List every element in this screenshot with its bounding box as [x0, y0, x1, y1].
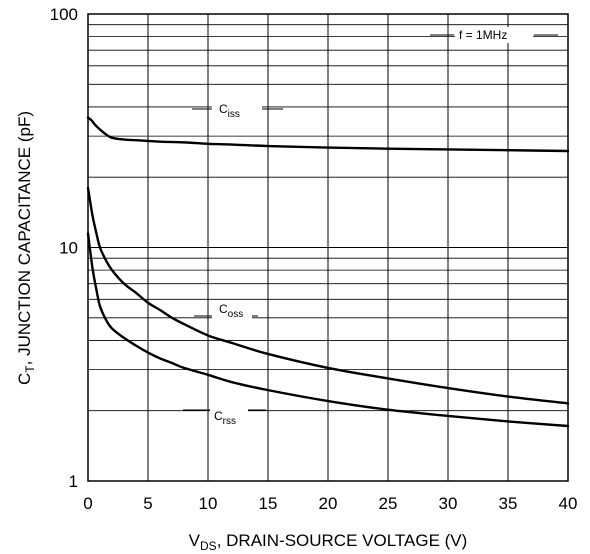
svg-text:Coss: Coss [219, 302, 243, 320]
y-tick-label: 1 [69, 472, 78, 491]
series-label-ciss: Ciss [192, 98, 283, 120]
svg-text:Crss: Crss [214, 409, 236, 427]
frequency-annotation: f = 1MHz [430, 27, 558, 43]
plot-frame [87, 13, 569, 482]
series-line-ciss [86, 116, 570, 153]
y-tick-labels: 1 10 100 [50, 5, 78, 491]
x-tick-label: 20 [319, 494, 338, 513]
y-tick-label: 100 [50, 5, 78, 24]
svg-text:f = 1MHz: f = 1MHz [459, 28, 507, 42]
x-tick-label: 0 [83, 494, 92, 513]
y-axis-label: CT, JUNCTION CAPACITANCE (pF) [15, 111, 37, 385]
grid [87, 13, 569, 482]
x-tick-label: 40 [559, 494, 578, 513]
y-tick-label: 10 [59, 239, 78, 258]
series-label-crss: Crss [183, 405, 266, 429]
x-axis-label: VDS, DRAIN-SOURCE VOLTAGE (V) [189, 531, 468, 553]
x-tick-labels: 0 5 10 15 20 25 30 35 40 [83, 494, 577, 513]
x-tick-label: 15 [259, 494, 278, 513]
series-label-coss: Coss [194, 302, 258, 324]
x-tick-label: 35 [499, 494, 518, 513]
x-tick-label: 10 [199, 494, 218, 513]
x-tick-label: 25 [379, 494, 398, 513]
svg-text:Ciss: Ciss [219, 102, 240, 120]
x-tick-label: 30 [439, 494, 458, 513]
series-line-crss [86, 232, 570, 428]
series-line-coss [86, 186, 570, 405]
x-tick-label: 5 [143, 494, 152, 513]
